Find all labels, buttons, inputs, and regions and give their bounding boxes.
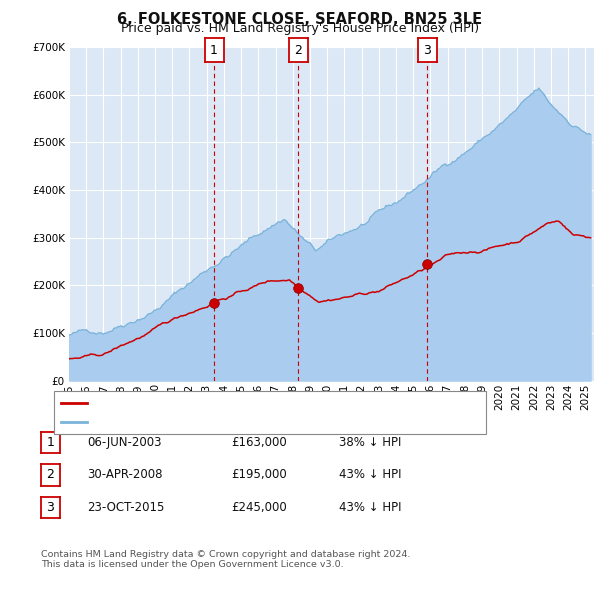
Text: 23-OCT-2015: 23-OCT-2015: [87, 501, 164, 514]
Text: 3: 3: [46, 501, 55, 514]
Text: 1: 1: [46, 436, 55, 449]
Text: £163,000: £163,000: [231, 436, 287, 449]
Text: 3: 3: [424, 44, 431, 57]
Text: Price paid vs. HM Land Registry's House Price Index (HPI): Price paid vs. HM Land Registry's House …: [121, 22, 479, 35]
Text: 38% ↓ HPI: 38% ↓ HPI: [339, 436, 401, 449]
Text: Contains HM Land Registry data © Crown copyright and database right 2024.
This d: Contains HM Land Registry data © Crown c…: [41, 550, 410, 569]
Text: 06-JUN-2003: 06-JUN-2003: [87, 436, 161, 449]
Text: 2: 2: [295, 44, 302, 57]
Text: 6, FOLKESTONE CLOSE, SEAFORD, BN25 3LE (detached house): 6, FOLKESTONE CLOSE, SEAFORD, BN25 3LE (…: [92, 398, 442, 408]
Text: £245,000: £245,000: [231, 501, 287, 514]
Text: 2: 2: [46, 468, 55, 481]
Text: HPI: Average price, detached house, Lewes: HPI: Average price, detached house, Lewe…: [92, 417, 333, 427]
Text: 43% ↓ HPI: 43% ↓ HPI: [339, 468, 401, 481]
Text: 6, FOLKESTONE CLOSE, SEAFORD, BN25 3LE: 6, FOLKESTONE CLOSE, SEAFORD, BN25 3LE: [118, 12, 482, 27]
Text: 30-APR-2008: 30-APR-2008: [87, 468, 163, 481]
Text: 1: 1: [210, 44, 218, 57]
Text: £195,000: £195,000: [231, 468, 287, 481]
Text: 43% ↓ HPI: 43% ↓ HPI: [339, 501, 401, 514]
